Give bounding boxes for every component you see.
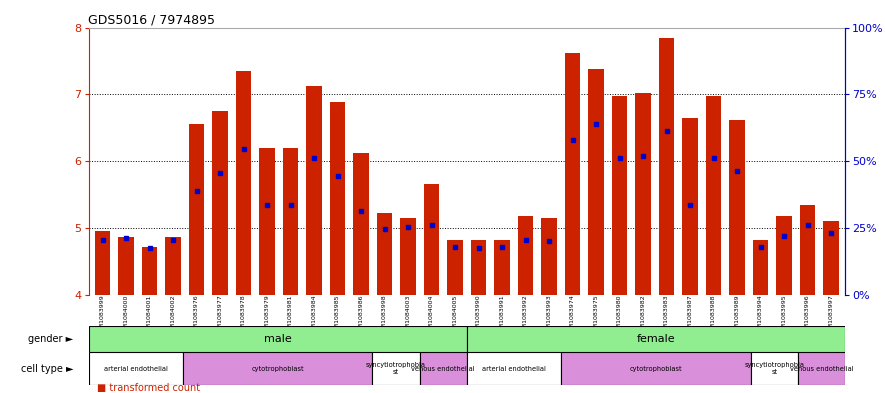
- Text: GSM1084002: GSM1084002: [171, 295, 175, 336]
- Text: GSM1083981: GSM1083981: [289, 295, 293, 336]
- Text: GSM1083990: GSM1083990: [476, 295, 481, 336]
- Bar: [495, 240, 510, 295]
- Bar: [183, 352, 373, 385]
- Bar: [589, 69, 604, 295]
- Bar: [419, 352, 467, 385]
- Bar: [142, 247, 158, 295]
- Bar: [236, 71, 251, 295]
- Text: GSM1083999: GSM1083999: [100, 295, 105, 336]
- Bar: [798, 352, 845, 385]
- Bar: [471, 240, 486, 295]
- Bar: [330, 102, 345, 295]
- Bar: [750, 352, 798, 385]
- Text: GSM1083996: GSM1083996: [805, 295, 810, 336]
- Bar: [823, 221, 839, 295]
- Bar: [424, 184, 439, 295]
- Bar: [189, 124, 204, 295]
- Bar: [353, 153, 369, 295]
- Text: GSM1083998: GSM1083998: [382, 295, 387, 336]
- Bar: [373, 352, 419, 385]
- Bar: [776, 216, 792, 295]
- Text: GSM1083991: GSM1083991: [500, 295, 504, 336]
- Text: cytotrophoblast: cytotrophoblast: [630, 366, 682, 372]
- Bar: [283, 148, 298, 295]
- Bar: [377, 213, 392, 295]
- Bar: [212, 111, 227, 295]
- Bar: [400, 218, 416, 295]
- Text: GDS5016 / 7974895: GDS5016 / 7974895: [88, 13, 216, 26]
- Bar: [729, 120, 744, 295]
- Text: GSM1083978: GSM1083978: [241, 295, 246, 336]
- Bar: [306, 86, 322, 295]
- Text: GSM1083992: GSM1083992: [523, 295, 528, 336]
- Bar: [467, 352, 561, 385]
- Text: GSM1084004: GSM1084004: [429, 295, 434, 336]
- Bar: [561, 352, 750, 385]
- Bar: [612, 95, 627, 295]
- Bar: [119, 237, 134, 295]
- Text: arterial endothelial: arterial endothelial: [104, 366, 168, 372]
- Text: GSM1083988: GSM1083988: [711, 295, 716, 336]
- Bar: [682, 118, 697, 295]
- Text: GSM1083977: GSM1083977: [218, 295, 223, 336]
- Text: GSM1084001: GSM1084001: [147, 295, 152, 336]
- Bar: [259, 148, 274, 295]
- Text: GSM1083989: GSM1083989: [735, 295, 740, 336]
- Bar: [88, 352, 183, 385]
- Text: female: female: [636, 334, 675, 344]
- Text: ■ transformed count: ■ transformed count: [97, 383, 201, 393]
- Bar: [95, 231, 111, 295]
- Bar: [518, 216, 534, 295]
- Text: GSM1083983: GSM1083983: [664, 295, 669, 336]
- Text: GSM1083976: GSM1083976: [194, 295, 199, 336]
- Text: GSM1083982: GSM1083982: [641, 295, 645, 336]
- Bar: [165, 237, 181, 295]
- Text: GSM1083979: GSM1083979: [265, 295, 270, 336]
- Text: arterial endothelial: arterial endothelial: [482, 366, 546, 372]
- Text: GSM1083995: GSM1083995: [781, 295, 787, 336]
- Text: GSM1083980: GSM1083980: [617, 295, 622, 336]
- Text: GSM1083987: GSM1083987: [688, 295, 693, 336]
- Text: syncytiotrophobla
st: syncytiotrophobla st: [744, 362, 804, 375]
- Text: GSM1083986: GSM1083986: [358, 295, 364, 336]
- Text: GSM1084005: GSM1084005: [452, 295, 458, 336]
- Bar: [467, 325, 845, 352]
- Text: GSM1083974: GSM1083974: [570, 295, 575, 336]
- Bar: [753, 240, 768, 295]
- Bar: [635, 93, 650, 295]
- Text: GSM1083975: GSM1083975: [594, 295, 598, 336]
- Text: syncytiotrophobla
st: syncytiotrophobla st: [366, 362, 426, 375]
- Text: gender ►: gender ►: [28, 334, 73, 344]
- Text: cytotrophoblast: cytotrophoblast: [251, 366, 304, 372]
- Text: cell type ►: cell type ►: [21, 364, 73, 374]
- Bar: [706, 95, 721, 295]
- Text: venous endothelial: venous endothelial: [789, 366, 853, 372]
- Bar: [448, 240, 463, 295]
- Bar: [565, 53, 581, 295]
- Text: GSM1083984: GSM1083984: [312, 295, 317, 336]
- Text: GSM1083993: GSM1083993: [547, 295, 551, 336]
- Text: GSM1084003: GSM1084003: [405, 295, 411, 336]
- Text: GSM1083985: GSM1083985: [335, 295, 340, 336]
- Bar: [800, 204, 815, 295]
- Text: GSM1084000: GSM1084000: [124, 295, 128, 336]
- Bar: [542, 218, 557, 295]
- Text: male: male: [264, 334, 291, 344]
- Bar: [88, 325, 467, 352]
- Text: venous endothelial: venous endothelial: [412, 366, 475, 372]
- Text: GSM1083994: GSM1083994: [758, 295, 763, 336]
- Bar: [659, 37, 674, 295]
- Text: GSM1083997: GSM1083997: [828, 295, 834, 336]
